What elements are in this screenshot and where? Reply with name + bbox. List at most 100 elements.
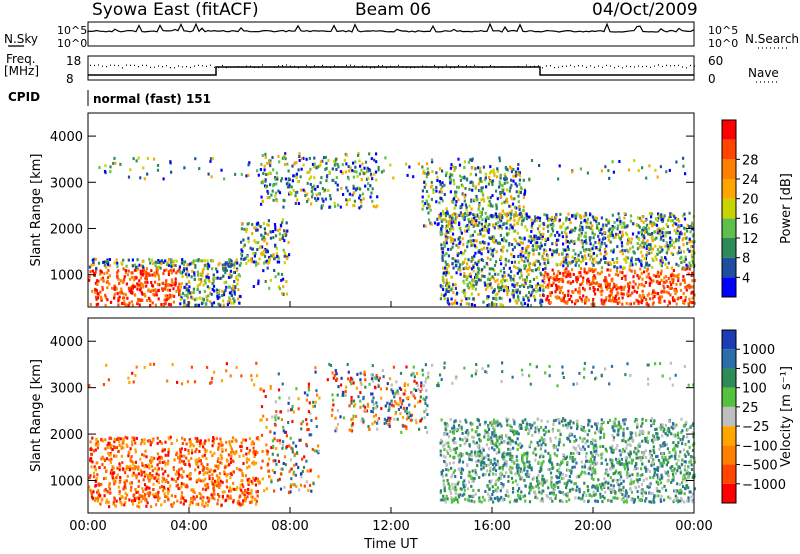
data-cell bbox=[206, 259, 209, 263]
data-cell bbox=[577, 496, 580, 500]
data-cell bbox=[206, 482, 209, 486]
data-cell bbox=[569, 281, 572, 285]
data-cell bbox=[105, 457, 108, 461]
data-cell bbox=[526, 259, 529, 263]
data-cell bbox=[114, 480, 117, 484]
data-cell bbox=[665, 275, 668, 278]
data-cell bbox=[586, 221, 589, 225]
data-cell bbox=[162, 472, 165, 476]
data-cell bbox=[599, 245, 602, 249]
data-cell bbox=[444, 237, 448, 241]
data-cell bbox=[151, 258, 154, 262]
data-cell bbox=[266, 250, 269, 254]
data-cell bbox=[100, 298, 103, 302]
data-cell bbox=[624, 249, 627, 253]
data-cell bbox=[282, 198, 285, 202]
data-cell bbox=[162, 477, 166, 481]
data-cell bbox=[467, 258, 470, 262]
data-cell bbox=[605, 223, 608, 227]
data-cell bbox=[508, 266, 511, 270]
data-cell bbox=[595, 260, 598, 264]
data-cell bbox=[535, 286, 538, 290]
data-cell bbox=[324, 197, 327, 201]
data-cell bbox=[235, 258, 238, 262]
data-cell bbox=[616, 227, 619, 231]
data-cell bbox=[506, 249, 509, 253]
data-cell bbox=[149, 290, 152, 293]
data-cell bbox=[581, 242, 585, 245]
data-cell bbox=[362, 419, 365, 423]
data-cell bbox=[187, 459, 190, 463]
data-cell bbox=[574, 302, 577, 306]
data-cell bbox=[321, 187, 324, 191]
data-cell bbox=[95, 266, 98, 270]
data-cell bbox=[591, 224, 594, 228]
data-cell bbox=[137, 490, 140, 494]
data-cell bbox=[141, 259, 144, 263]
data-cell bbox=[627, 168, 631, 172]
data-cell bbox=[493, 241, 496, 244]
data-cell bbox=[178, 282, 181, 286]
data-cell bbox=[659, 165, 662, 169]
data-cell bbox=[486, 453, 489, 457]
data-cell bbox=[500, 248, 503, 252]
data-cell bbox=[662, 234, 665, 238]
data-cell bbox=[629, 219, 632, 223]
data-cell bbox=[198, 491, 201, 495]
data-cell bbox=[192, 287, 195, 291]
data-cell bbox=[604, 261, 607, 264]
data-cell bbox=[609, 262, 613, 266]
data-cell bbox=[377, 165, 380, 169]
data-cell bbox=[390, 383, 393, 387]
data-cell bbox=[540, 273, 543, 277]
data-cell bbox=[364, 160, 368, 164]
data-cluster-0 bbox=[88, 257, 242, 307]
data-cell bbox=[229, 457, 232, 461]
data-cell bbox=[612, 250, 615, 254]
data-cell bbox=[283, 485, 286, 489]
data-cell bbox=[201, 259, 204, 263]
data-cell bbox=[278, 396, 281, 400]
data-cell bbox=[216, 460, 219, 463]
data-cell bbox=[619, 265, 622, 269]
data-cell bbox=[628, 455, 631, 459]
data-cell bbox=[608, 273, 611, 277]
data-cell bbox=[571, 280, 575, 284]
data-cell bbox=[554, 249, 557, 253]
data-cell bbox=[177, 487, 180, 491]
data-cell bbox=[505, 239, 508, 243]
data-cell bbox=[425, 377, 428, 381]
data-cell bbox=[107, 263, 110, 267]
data-cell bbox=[459, 178, 463, 182]
data-cell bbox=[104, 265, 108, 269]
data-cell bbox=[682, 243, 685, 247]
data-cell bbox=[335, 428, 338, 432]
data-cell bbox=[285, 257, 289, 261]
data-cell bbox=[190, 456, 193, 460]
data-cell bbox=[375, 178, 378, 182]
data-cell bbox=[144, 472, 147, 476]
data-cell bbox=[566, 240, 569, 243]
data-cell bbox=[157, 274, 160, 278]
data-cell bbox=[391, 391, 395, 395]
data-cell bbox=[455, 200, 458, 204]
data-cell bbox=[331, 371, 334, 375]
data-cell bbox=[603, 300, 606, 304]
data-cell bbox=[307, 428, 310, 431]
data-cell bbox=[334, 181, 337, 185]
data-cell bbox=[113, 454, 116, 458]
data-cell bbox=[145, 277, 148, 281]
data-cell bbox=[665, 290, 668, 294]
data-cell bbox=[558, 278, 561, 282]
data-cell bbox=[679, 282, 682, 286]
data-cell bbox=[187, 452, 190, 455]
data-cell bbox=[233, 288, 236, 292]
data-cell bbox=[445, 229, 448, 233]
data-cell bbox=[688, 498, 691, 502]
data-cell bbox=[611, 233, 614, 237]
data-cell bbox=[332, 376, 335, 380]
data-cell bbox=[265, 487, 268, 491]
data-cell bbox=[623, 225, 626, 229]
data-cell bbox=[156, 282, 160, 286]
data-cell bbox=[225, 474, 228, 478]
